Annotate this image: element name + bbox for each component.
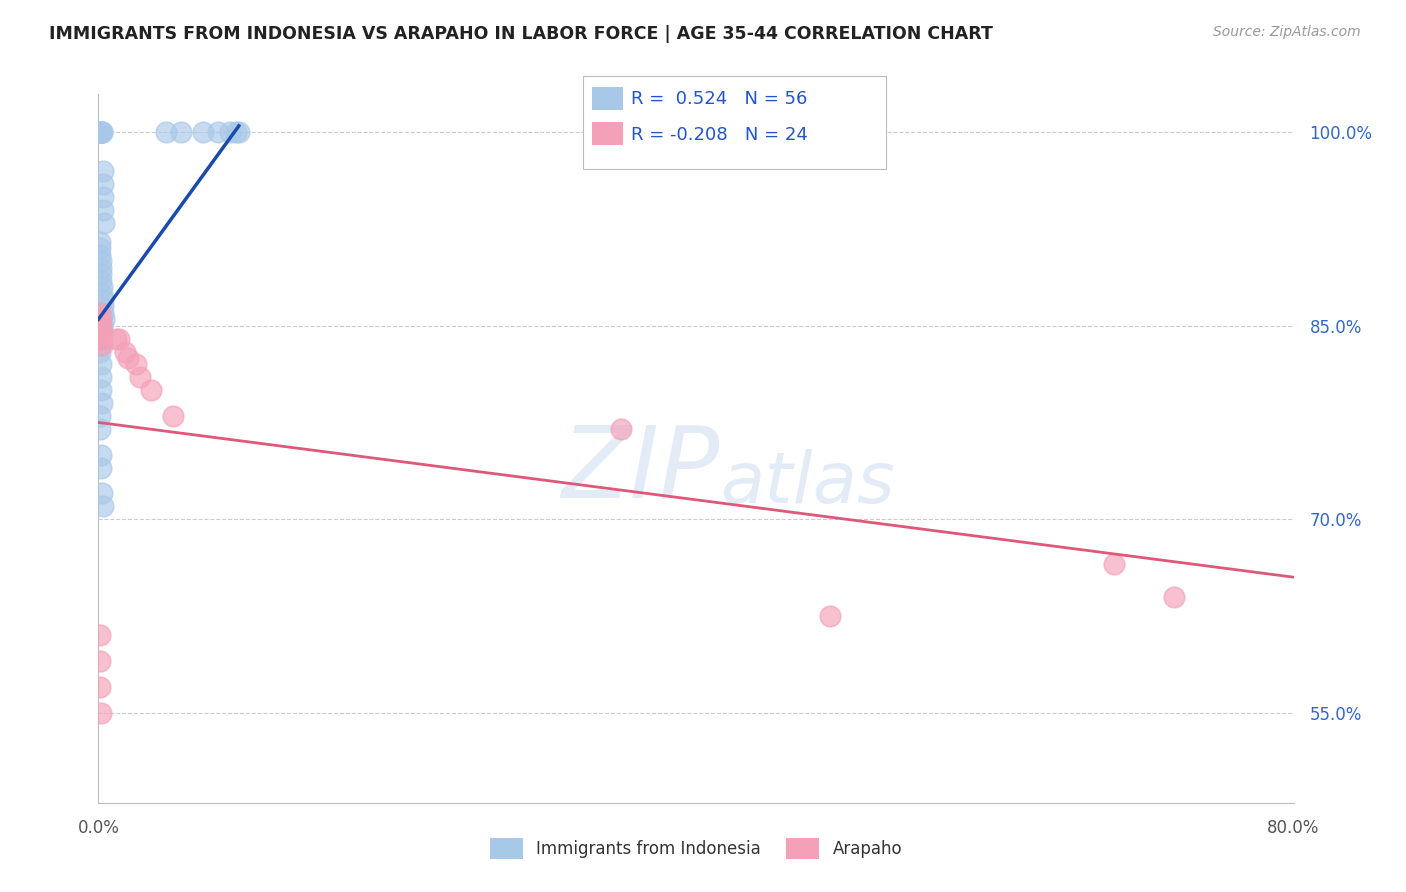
Point xyxy=(108,332,131,346)
Point xyxy=(162,409,184,423)
Point xyxy=(191,125,214,139)
Point xyxy=(90,383,112,397)
Point xyxy=(90,312,112,326)
Point xyxy=(89,248,111,262)
Point xyxy=(90,125,112,139)
Point xyxy=(91,293,114,307)
Point xyxy=(90,312,112,326)
Point xyxy=(90,332,112,346)
Point xyxy=(125,358,148,372)
Text: R =  0.524   N = 56: R = 0.524 N = 56 xyxy=(631,90,807,108)
Point xyxy=(1163,590,1185,604)
Point xyxy=(90,448,112,462)
Point xyxy=(89,654,111,668)
Point xyxy=(89,125,111,139)
Point xyxy=(90,125,112,139)
Text: ZIP: ZIP xyxy=(561,421,720,518)
Point xyxy=(89,125,111,139)
Point xyxy=(93,216,115,230)
Point xyxy=(89,125,111,139)
Point xyxy=(89,409,111,423)
Point xyxy=(89,628,111,642)
Point xyxy=(89,235,111,249)
Point xyxy=(91,500,114,514)
Point xyxy=(90,312,112,326)
Point xyxy=(89,332,111,346)
Text: IMMIGRANTS FROM INDONESIA VS ARAPAHO IN LABOR FORCE | AGE 35-44 CORRELATION CHAR: IMMIGRANTS FROM INDONESIA VS ARAPAHO IN … xyxy=(49,25,993,43)
Point xyxy=(90,260,112,275)
Point xyxy=(90,125,112,139)
Point xyxy=(90,125,112,139)
Point xyxy=(105,332,128,346)
Text: atlas: atlas xyxy=(720,450,894,518)
Point xyxy=(139,383,162,397)
Point xyxy=(90,325,112,339)
Point xyxy=(155,125,177,139)
Point xyxy=(89,344,111,359)
Point xyxy=(89,312,111,326)
Point xyxy=(820,608,842,623)
Point xyxy=(90,358,112,372)
Point xyxy=(610,422,633,436)
Legend: Immigrants from Indonesia, Arapaho: Immigrants from Indonesia, Arapaho xyxy=(482,831,910,865)
Point xyxy=(91,396,114,410)
Point xyxy=(91,202,114,217)
Point xyxy=(91,325,114,339)
Text: Source: ZipAtlas.com: Source: ZipAtlas.com xyxy=(1213,25,1361,39)
Text: R = -0.208   N = 24: R = -0.208 N = 24 xyxy=(631,126,808,144)
Point xyxy=(1104,558,1126,572)
Point xyxy=(89,338,111,352)
Point xyxy=(90,280,112,294)
Point xyxy=(89,312,111,326)
Point xyxy=(90,318,112,333)
Point xyxy=(91,125,114,139)
Point xyxy=(91,286,114,301)
Point xyxy=(89,254,111,268)
Point xyxy=(90,706,112,720)
Point xyxy=(91,177,114,191)
Point xyxy=(91,190,114,204)
Point xyxy=(89,312,111,326)
Point xyxy=(91,306,114,320)
Point xyxy=(90,274,112,288)
Point xyxy=(91,338,114,352)
Point xyxy=(117,351,139,365)
Point xyxy=(89,680,111,694)
Point xyxy=(89,306,111,320)
Point xyxy=(90,460,112,475)
Point xyxy=(228,125,250,139)
Point xyxy=(169,125,191,139)
Point xyxy=(89,125,111,139)
Point xyxy=(129,370,152,384)
Point xyxy=(225,125,247,139)
Point xyxy=(207,125,229,139)
Point xyxy=(91,486,114,500)
Point xyxy=(219,125,242,139)
Point xyxy=(89,312,111,326)
Point xyxy=(91,164,114,178)
Point xyxy=(114,344,136,359)
Point xyxy=(90,332,112,346)
Point xyxy=(90,125,112,139)
Point xyxy=(89,422,111,436)
Point xyxy=(89,312,111,326)
Point xyxy=(91,299,114,313)
Point xyxy=(90,318,112,333)
Point xyxy=(89,241,111,255)
Point xyxy=(90,267,112,281)
Point xyxy=(93,312,115,326)
Point xyxy=(90,370,112,384)
